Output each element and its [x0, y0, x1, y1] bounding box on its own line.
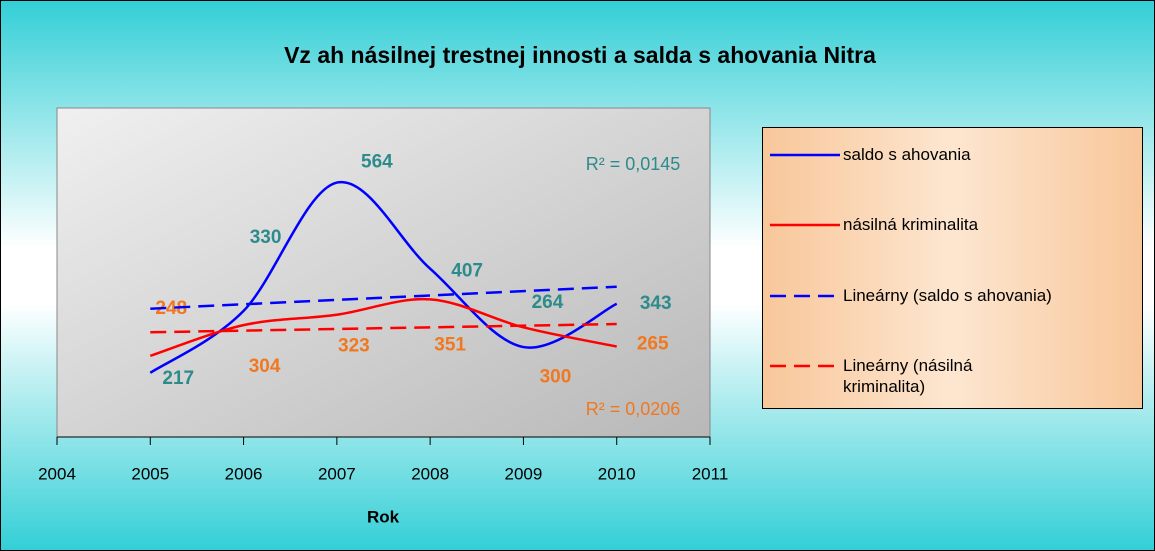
- legend-label: Lineárny (násilná kriminalita): [843, 356, 973, 396]
- chart-title: Vz ah násilnej trestnej innosti a salda …: [284, 42, 876, 68]
- x-tick-label: 2010: [598, 464, 636, 483]
- legend-entry: Lineárny (saldo s ahovania): [843, 286, 1052, 305]
- legend-label: saldo s ahovania: [843, 145, 971, 164]
- data-label: 343: [640, 293, 672, 314]
- line: [149, 180, 618, 374]
- data-label: 265: [637, 334, 669, 355]
- legend: [762, 127, 1143, 409]
- line: [149, 297, 617, 358]
- x-tick-label: 2008: [411, 464, 449, 483]
- data-label: 300: [540, 366, 572, 387]
- legend-label: násilná kriminalita: [843, 215, 979, 234]
- legend-entry: násilná kriminalita: [843, 215, 979, 234]
- x-tick-label: 2009: [505, 464, 543, 483]
- x-tick-label: 2011: [692, 464, 729, 483]
- data-label: 330: [250, 227, 282, 248]
- data-label: 323: [338, 336, 370, 357]
- legend-entry: saldo s ahovania: [843, 145, 971, 164]
- x-axis-label: Rok: [367, 507, 400, 526]
- x-tick-label: 2007: [318, 464, 356, 483]
- trend-line: [150, 322, 617, 334]
- legend-label: Lineárny (saldo s ahovania): [843, 286, 1052, 305]
- trend-line: [150, 285, 617, 310]
- data-label: 564: [361, 152, 393, 173]
- x-tick-label: 2004: [38, 464, 76, 483]
- data-label: 248: [155, 298, 187, 319]
- data-label: 304: [249, 356, 281, 377]
- x-tick-label: 2006: [225, 464, 263, 483]
- annotation: R² = 0,0145: [586, 154, 681, 174]
- x-tick-label: 2005: [131, 464, 169, 483]
- plot-area: [56, 107, 711, 438]
- data-label: 351: [434, 334, 466, 355]
- data-label: 217: [162, 368, 194, 389]
- annotation: R² = 0,0206: [586, 399, 681, 419]
- legend-entry: Lineárny (násilná kriminalita): [843, 356, 973, 396]
- data-label: 407: [451, 261, 483, 282]
- data-label: 264: [532, 292, 564, 313]
